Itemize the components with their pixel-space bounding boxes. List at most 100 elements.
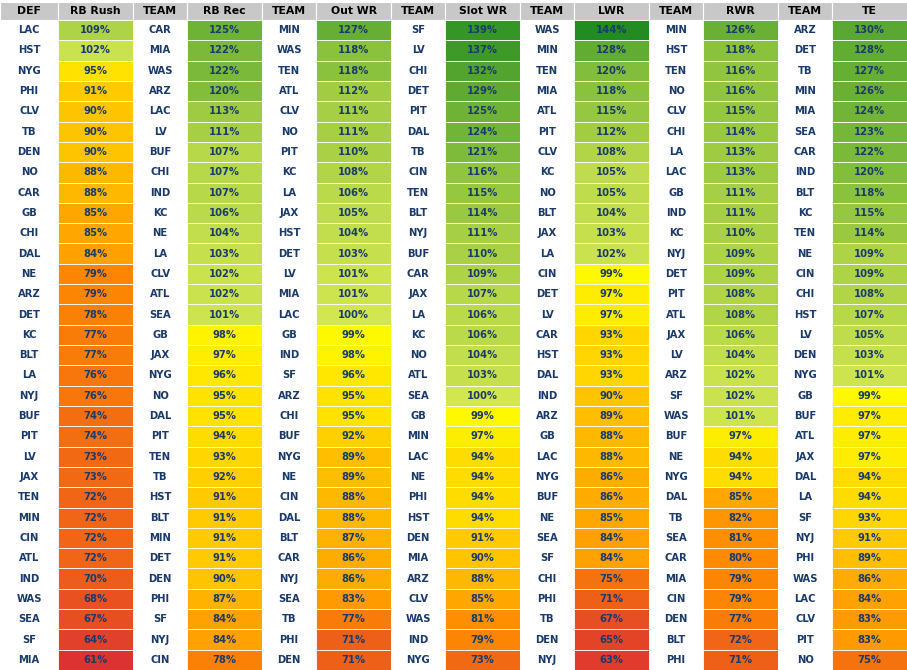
Text: 94%: 94% [471, 492, 494, 502]
Bar [58, 162, 133, 182]
Bar [445, 589, 520, 609]
Bar [317, 467, 391, 487]
Bar [520, 650, 574, 670]
Bar [262, 629, 317, 650]
Text: WAS: WAS [534, 25, 560, 35]
Bar [778, 40, 832, 60]
Bar [317, 386, 391, 406]
Text: DET: DET [18, 310, 40, 320]
Bar [649, 406, 703, 426]
Bar [445, 325, 520, 345]
Bar [262, 528, 317, 548]
Bar [649, 589, 703, 609]
Bar [649, 365, 703, 386]
Text: LA: LA [22, 371, 36, 381]
Bar [391, 528, 445, 548]
Bar [187, 2, 262, 20]
Bar [317, 568, 391, 589]
Bar [703, 264, 778, 284]
Text: CLV: CLV [537, 147, 557, 157]
Bar [262, 507, 317, 528]
Bar [574, 650, 649, 670]
Text: 88%: 88% [342, 492, 366, 502]
Text: JAX: JAX [279, 208, 298, 218]
Bar [0, 386, 58, 406]
Bar [0, 548, 58, 568]
Text: 63%: 63% [600, 655, 624, 665]
Bar [574, 162, 649, 182]
Text: 91%: 91% [212, 492, 237, 502]
Bar [649, 650, 703, 670]
Bar [0, 2, 58, 20]
Bar [778, 507, 832, 528]
Text: DET: DET [665, 269, 688, 279]
Text: 103%: 103% [467, 371, 498, 381]
Bar [187, 650, 262, 670]
Text: HST: HST [278, 228, 300, 239]
Bar [778, 60, 832, 81]
Bar [520, 60, 574, 81]
Bar [0, 507, 58, 528]
Bar [778, 182, 832, 203]
Text: 122%: 122% [210, 46, 240, 56]
Text: 101%: 101% [338, 289, 369, 299]
Bar [574, 60, 649, 81]
Bar [262, 223, 317, 243]
Text: SEA: SEA [795, 127, 816, 137]
Bar [778, 264, 832, 284]
Text: 65%: 65% [600, 634, 624, 645]
Text: Slot WR: Slot WR [459, 6, 507, 16]
Bar [832, 406, 907, 426]
Text: IND: IND [150, 188, 171, 198]
Text: 103%: 103% [338, 249, 369, 259]
Bar [0, 426, 58, 447]
Text: HST: HST [665, 46, 688, 56]
Bar [703, 60, 778, 81]
Bar [187, 386, 262, 406]
Bar [0, 447, 58, 467]
Bar [520, 507, 574, 528]
Text: PIT: PIT [796, 634, 814, 645]
Text: LAC: LAC [666, 168, 687, 178]
Bar [574, 182, 649, 203]
Text: DET: DET [407, 86, 429, 96]
Text: 94%: 94% [471, 452, 494, 462]
Bar [0, 162, 58, 182]
Text: PIT: PIT [538, 127, 556, 137]
Bar [133, 447, 187, 467]
Bar [391, 20, 445, 40]
Text: MIN: MIN [407, 431, 429, 442]
Text: 72%: 72% [728, 634, 753, 645]
Text: MIA: MIA [278, 289, 300, 299]
Text: 109%: 109% [854, 249, 885, 259]
Bar [445, 487, 520, 507]
Text: 103%: 103% [854, 350, 885, 360]
Bar [58, 426, 133, 447]
Text: 89%: 89% [342, 452, 366, 462]
Text: 94%: 94% [471, 513, 494, 523]
Bar [187, 467, 262, 487]
Bar [0, 60, 58, 81]
Text: TEN: TEN [794, 228, 816, 239]
Bar [187, 60, 262, 81]
Text: JAX: JAX [19, 472, 39, 482]
Text: CHI: CHI [279, 411, 298, 421]
Bar [649, 487, 703, 507]
Text: 89%: 89% [342, 472, 366, 482]
Bar [133, 20, 187, 40]
Bar [445, 264, 520, 284]
Text: SF: SF [22, 634, 36, 645]
Text: BLT: BLT [19, 350, 39, 360]
Bar [520, 548, 574, 568]
Text: TEAM: TEAM [143, 6, 177, 16]
Text: RB Rush: RB Rush [71, 6, 121, 16]
Bar [778, 101, 832, 121]
Text: 101%: 101% [338, 269, 369, 279]
Text: 85%: 85% [728, 492, 753, 502]
Bar [58, 121, 133, 142]
Text: 109%: 109% [80, 25, 112, 35]
Text: MIA: MIA [666, 574, 687, 584]
Text: 107%: 107% [854, 310, 885, 320]
Text: SF: SF [669, 391, 683, 401]
Text: PIT: PIT [668, 289, 685, 299]
